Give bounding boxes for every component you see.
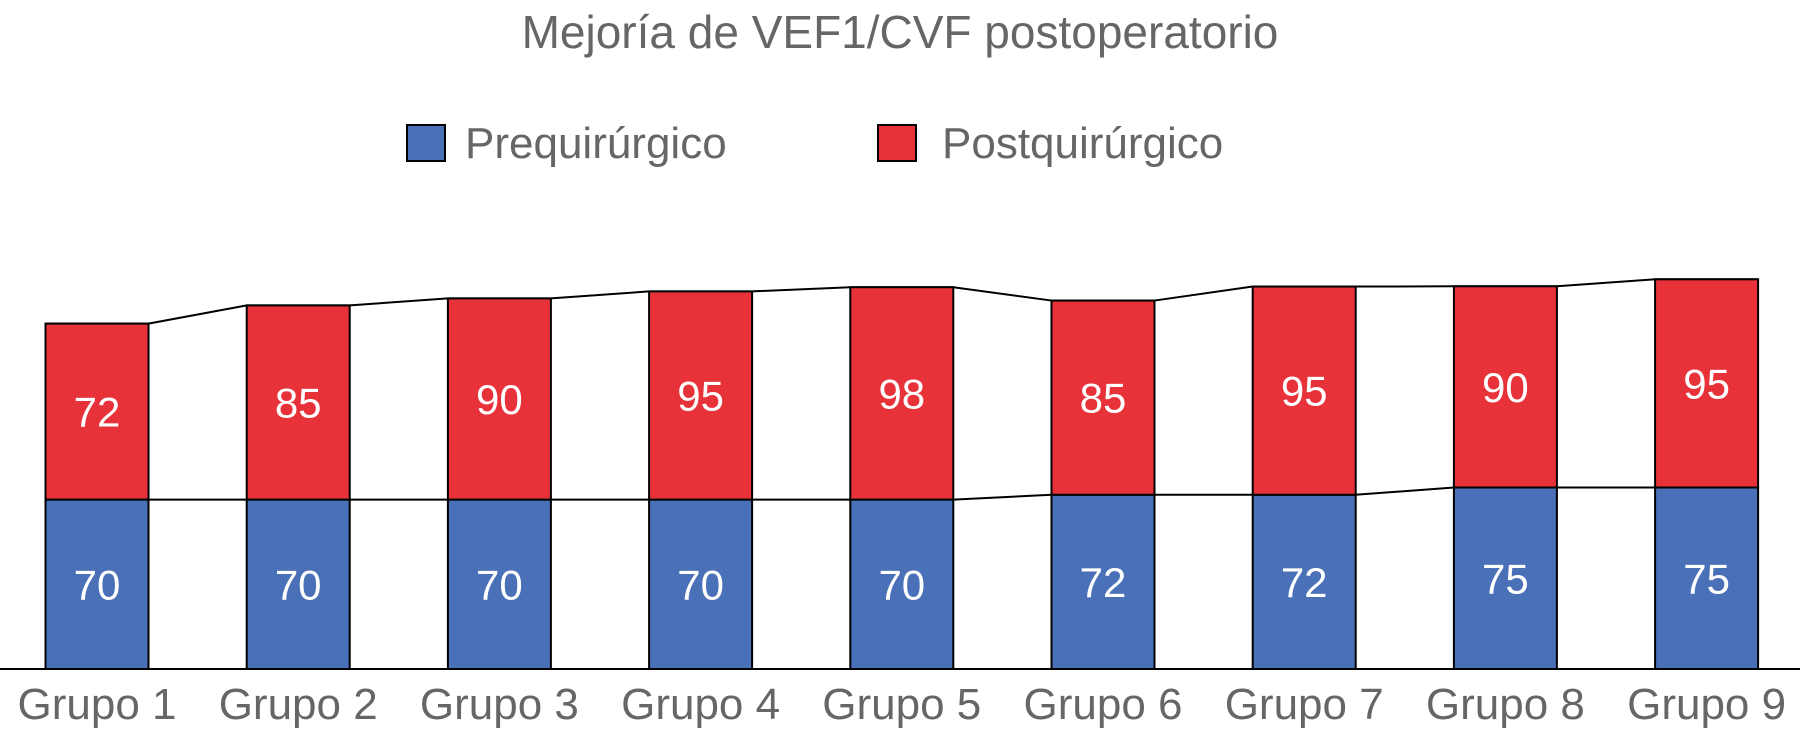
- value-label-postquirurgico-grupo-6: 85: [1080, 375, 1127, 422]
- bar-prequirurgico-grupo-4: [648, 498, 754, 670]
- value-label-postquirurgico-grupo-1: 72: [74, 389, 121, 436]
- category-label-grupo-8: Grupo 8: [1426, 680, 1585, 729]
- value-labels: 70 72 70 85 70 90 70 95 70 98 72 85 72 95 75 90 75 95: [74, 360, 1730, 608]
- bar-prequirurgico-grupo-3: [446, 498, 552, 670]
- value-label-prequirurgico-grupo-3: 70: [476, 561, 523, 608]
- value-label-postquirurgico-grupo-8: 90: [1482, 364, 1529, 411]
- value-label-postquirurgico-grupo-5: 98: [878, 370, 925, 417]
- value-label-prequirurgico-grupo-4: 70: [677, 561, 724, 608]
- bar-postquirurgico-grupo-7: [1251, 285, 1357, 496]
- bar-prequirurgico-grupo-2: [245, 498, 351, 670]
- legend-item-postquirurgico: Postquirúrgico: [877, 119, 1223, 168]
- category-label-grupo-3: Grupo 3: [420, 680, 579, 729]
- category-labels: Grupo 1 Grupo 2 Grupo 3 Grupo 4 Grupo 5 Grupo…: [18, 680, 1787, 729]
- value-label-prequirurgico-grupo-6: 72: [1080, 559, 1127, 606]
- category-label-grupo-9: Grupo 9: [1627, 680, 1786, 729]
- value-label-prequirurgico-grupo-5: 70: [878, 561, 925, 608]
- value-label-prequirurgico-grupo-8: 75: [1482, 555, 1529, 602]
- category-label-grupo-1: Grupo 1: [18, 680, 177, 729]
- bar-postquirurgico-grupo-5: [849, 286, 955, 501]
- value-label-prequirurgico-grupo-9: 75: [1683, 555, 1730, 602]
- legend-swatch-prequirurgico: [406, 124, 446, 162]
- value-label-postquirurgico-grupo-7: 95: [1281, 368, 1328, 415]
- value-label-postquirurgico-grupo-4: 95: [677, 373, 724, 420]
- legend-swatch-postquirurgico: [877, 124, 917, 162]
- category-label-grupo-4: Grupo 4: [621, 680, 780, 729]
- value-label-postquirurgico-grupo-2: 85: [275, 380, 322, 427]
- legend-label-postquirurgico: Postquirúrgico: [942, 119, 1223, 168]
- bar-postquirurgico-grupo-2: [245, 304, 351, 501]
- value-label-prequirurgico-grupo-2: 70: [275, 561, 322, 608]
- bar-postquirurgico-grupo-3: [446, 297, 552, 501]
- value-label-postquirurgico-grupo-3: 90: [476, 376, 523, 423]
- bar-prequirurgico-grupo-7: [1251, 493, 1357, 671]
- bar-postquirurgico-grupo-6: [1050, 299, 1156, 496]
- category-label-grupo-2: Grupo 2: [219, 680, 378, 729]
- bar-postquirurgico-grupo-8: [1452, 285, 1558, 489]
- bar-postquirurgico-grupo-1: [44, 322, 150, 501]
- bar-prequirurgico-grupo-8: [1452, 486, 1558, 670]
- bar-prequirurgico-grupo-9: [1654, 486, 1760, 670]
- bar-postquirurgico-grupo-4: [648, 290, 754, 501]
- legend-label-prequirurgico: Prequirúrgico: [465, 119, 727, 168]
- bar-prequirurgico-grupo-1: [44, 498, 150, 670]
- value-label-prequirurgico-grupo-1: 70: [74, 561, 121, 608]
- bar-postquirurgico-grupo-9: [1654, 278, 1760, 489]
- value-label-prequirurgico-grupo-7: 72: [1281, 559, 1328, 606]
- legend: Prequirúrgico Postquirúrgico: [406, 119, 1223, 168]
- value-label-postquirurgico-grupo-9: 95: [1683, 360, 1730, 407]
- category-label-grupo-7: Grupo 7: [1225, 680, 1384, 729]
- bars: [44, 278, 1760, 671]
- category-label-grupo-5: Grupo 5: [822, 680, 981, 729]
- legend-item-prequirurgico: Prequirúrgico: [406, 119, 727, 168]
- chart-title: Mejoría de VEF1/CVF postoperatorio: [522, 6, 1279, 58]
- bar-prequirurgico-grupo-6: [1050, 493, 1156, 671]
- category-label-grupo-6: Grupo 6: [1024, 680, 1183, 729]
